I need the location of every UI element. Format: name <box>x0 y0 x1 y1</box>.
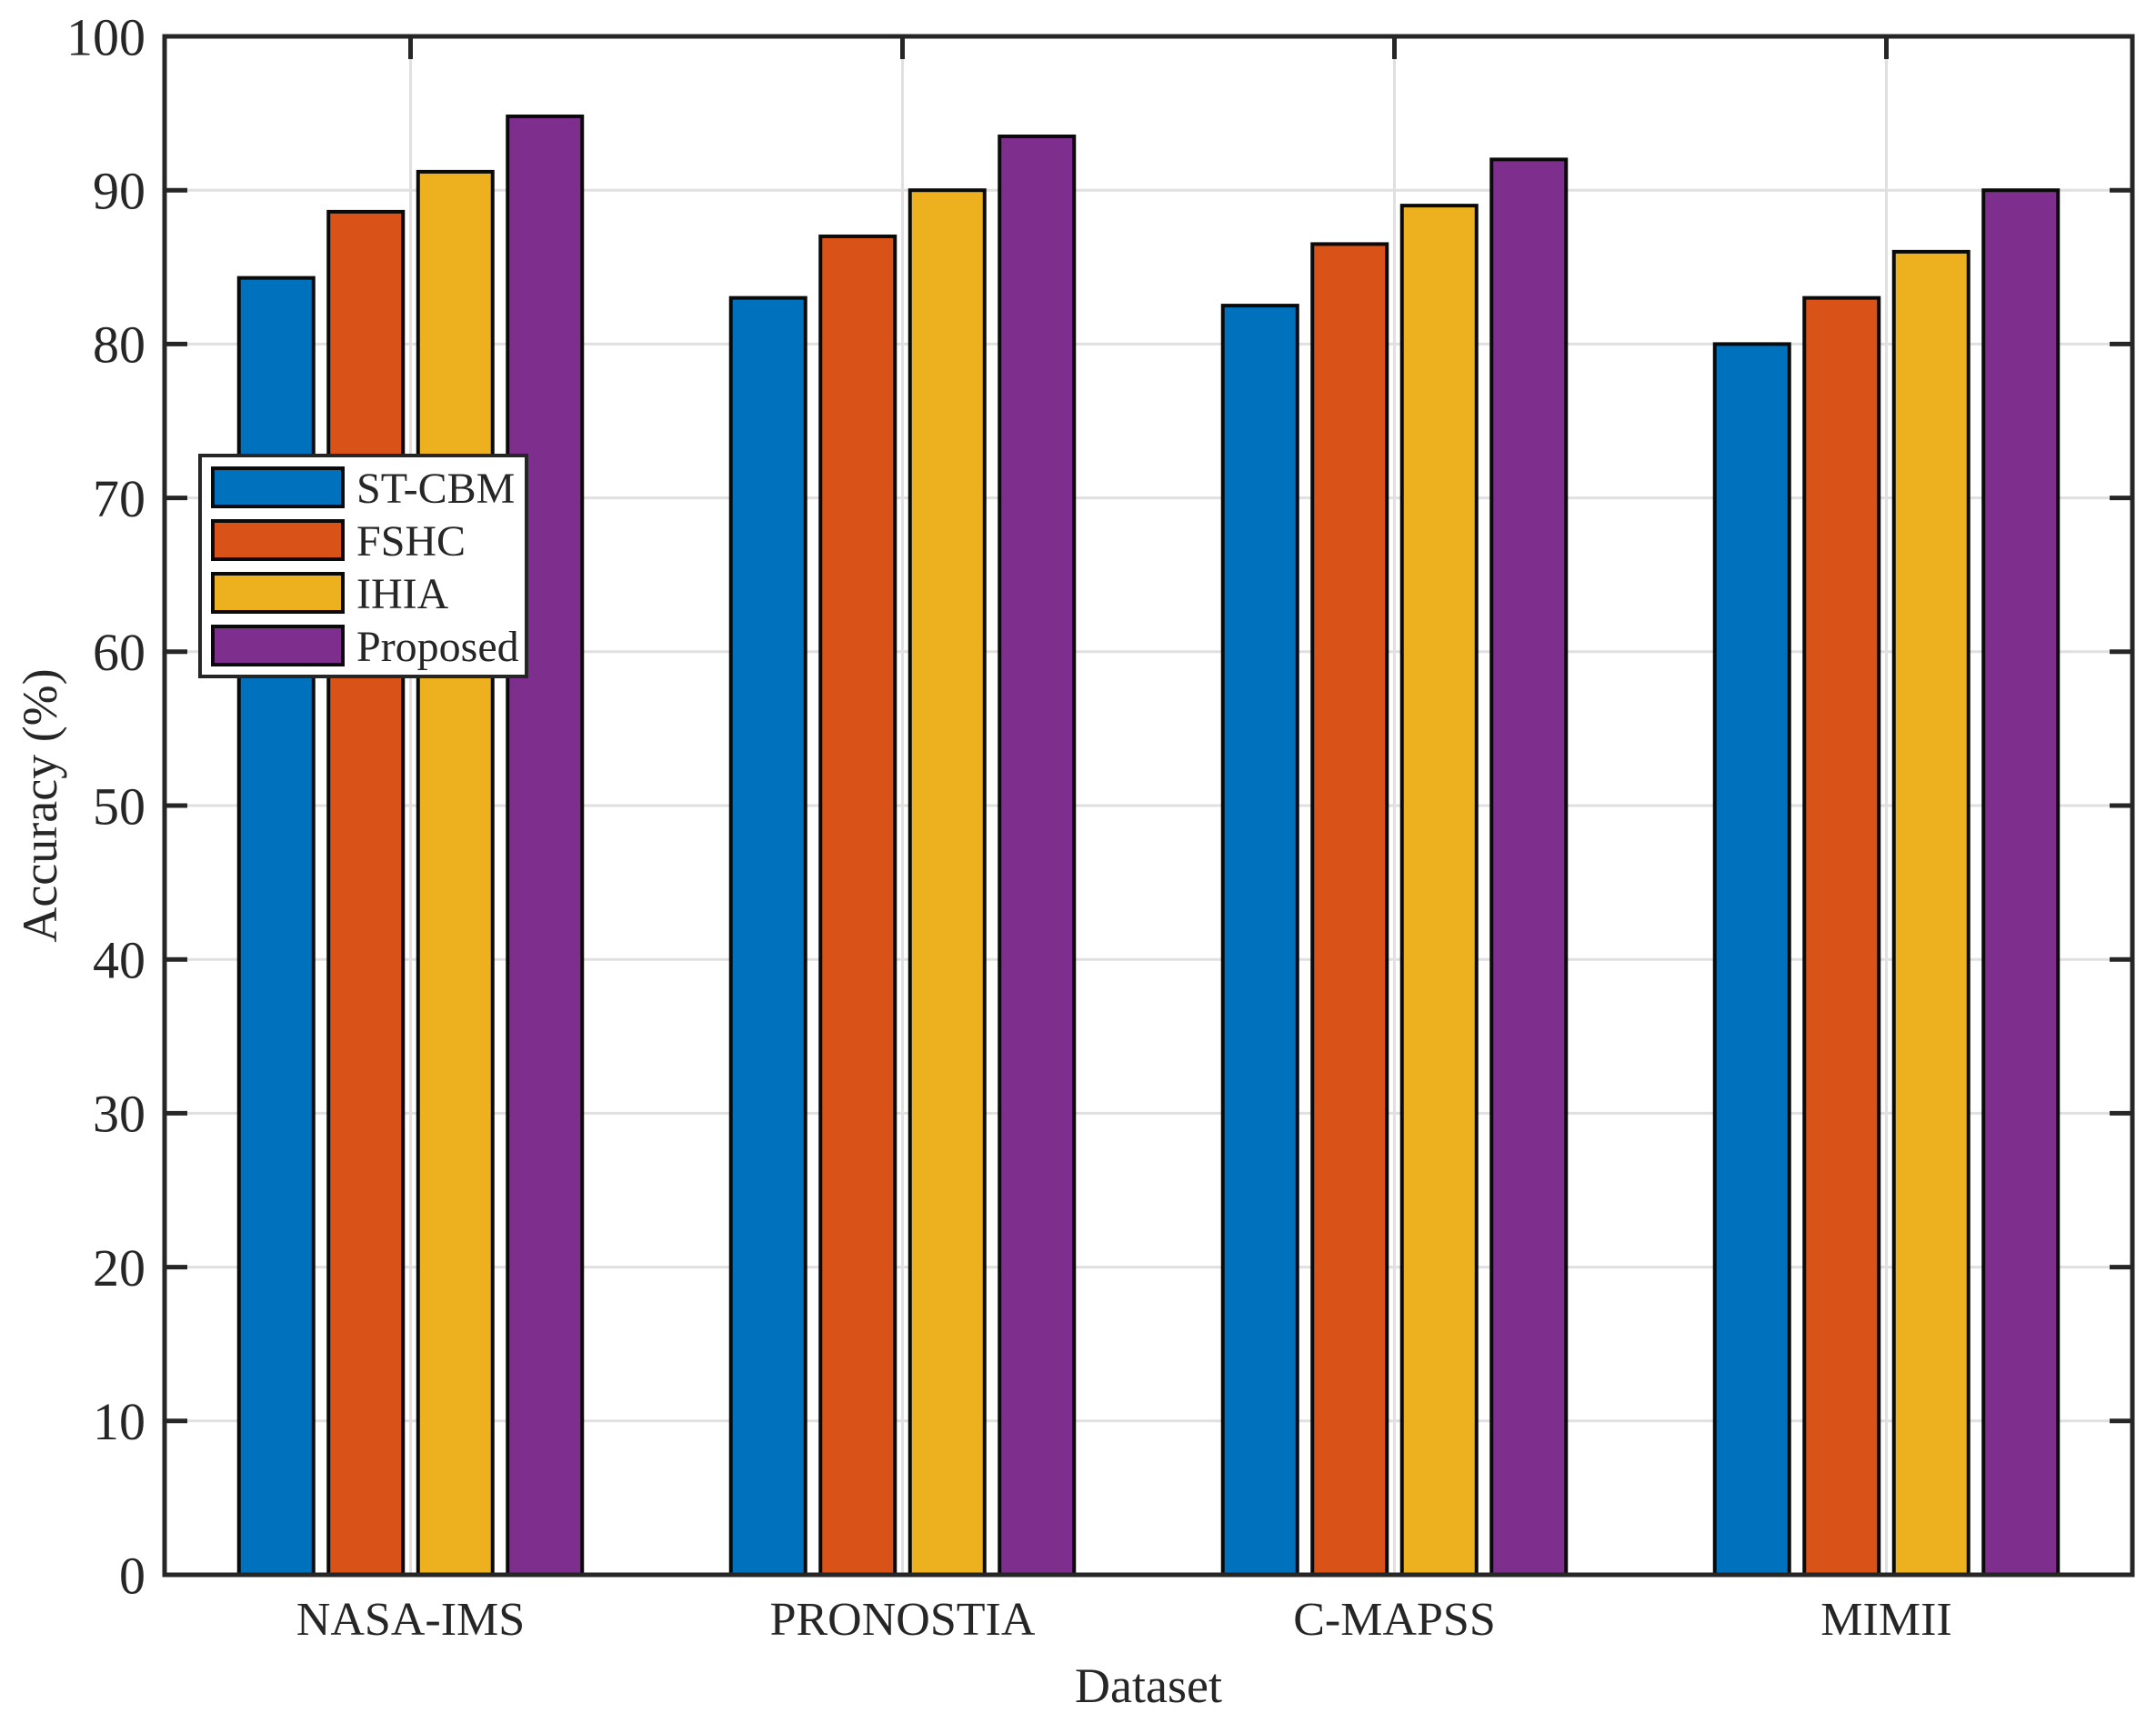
bar-IHIA-C-MAPSS <box>1399 204 1479 1577</box>
bar-ST-CBM-PRONOSTIA <box>728 296 807 1577</box>
x-tick-label: MIMII <box>1820 1594 1951 1646</box>
y-tick-label: 90 <box>93 162 145 221</box>
y-axis-title: Accuracy (%) <box>13 668 67 942</box>
legend-label-Proposed: Proposed <box>356 623 519 671</box>
y-tick-label: 20 <box>93 1238 145 1297</box>
bar-IHIA-MIMII <box>1891 249 1970 1577</box>
plot-area: 0 10 20 30 40 50 60 70 80 90 100 NASA-IMS PRONOSTIA C… <box>66 7 2135 1646</box>
bar-FSHC-C-MAPSS <box>1310 242 1389 1577</box>
bar-IHIA-NASA-IMS <box>416 169 495 1577</box>
legend-label-IHIA: IHIA <box>356 570 449 618</box>
y-tick-label: 70 <box>93 469 145 528</box>
bar-ST-CBM-MIMII <box>1712 342 1791 1577</box>
y-tick-label: 10 <box>93 1392 145 1451</box>
y-tick-label: 100 <box>66 7 145 66</box>
x-axis-title: Dataset <box>1075 1658 1222 1713</box>
y-tick-label: 40 <box>93 931 145 990</box>
legend-label-ST-CBM: ST-CBM <box>356 465 515 513</box>
y-tick-label: 0 <box>119 1546 145 1605</box>
bar-ST-CBM-C-MAPSS <box>1220 304 1299 1578</box>
legend-label-FSHC: FSHC <box>356 517 466 566</box>
y-tick-label: 60 <box>93 623 145 682</box>
bar-Proposed-MIMII <box>1981 188 2061 1578</box>
bar-FSHC-MIMII <box>1802 296 1881 1577</box>
x-tick-label: C-MAPSS <box>1293 1594 1496 1646</box>
bar-FSHC-NASA-IMS <box>326 209 406 1578</box>
y-tick-label: 50 <box>93 776 145 836</box>
bar-Proposed-C-MAPSS <box>1489 157 1569 1578</box>
bar-Proposed-NASA-IMS <box>506 114 585 1577</box>
legend-swatch-IHIA <box>211 572 345 614</box>
bar-Proposed-PRONOSTIA <box>998 134 1077 1578</box>
x-tick-label: NASA-IMS <box>296 1594 525 1646</box>
bar-FSHC-PRONOSTIA <box>818 234 897 1578</box>
x-tick-label: PRONOSTIA <box>770 1594 1036 1646</box>
y-tick-label: 80 <box>93 316 145 375</box>
legend-swatch-ST-CBM <box>211 466 345 508</box>
legend-swatch-FSHC <box>211 519 345 561</box>
bar-IHIA-PRONOSTIA <box>908 188 987 1578</box>
y-tick-label: 30 <box>93 1085 145 1144</box>
legend-swatch-Proposed <box>211 625 345 666</box>
